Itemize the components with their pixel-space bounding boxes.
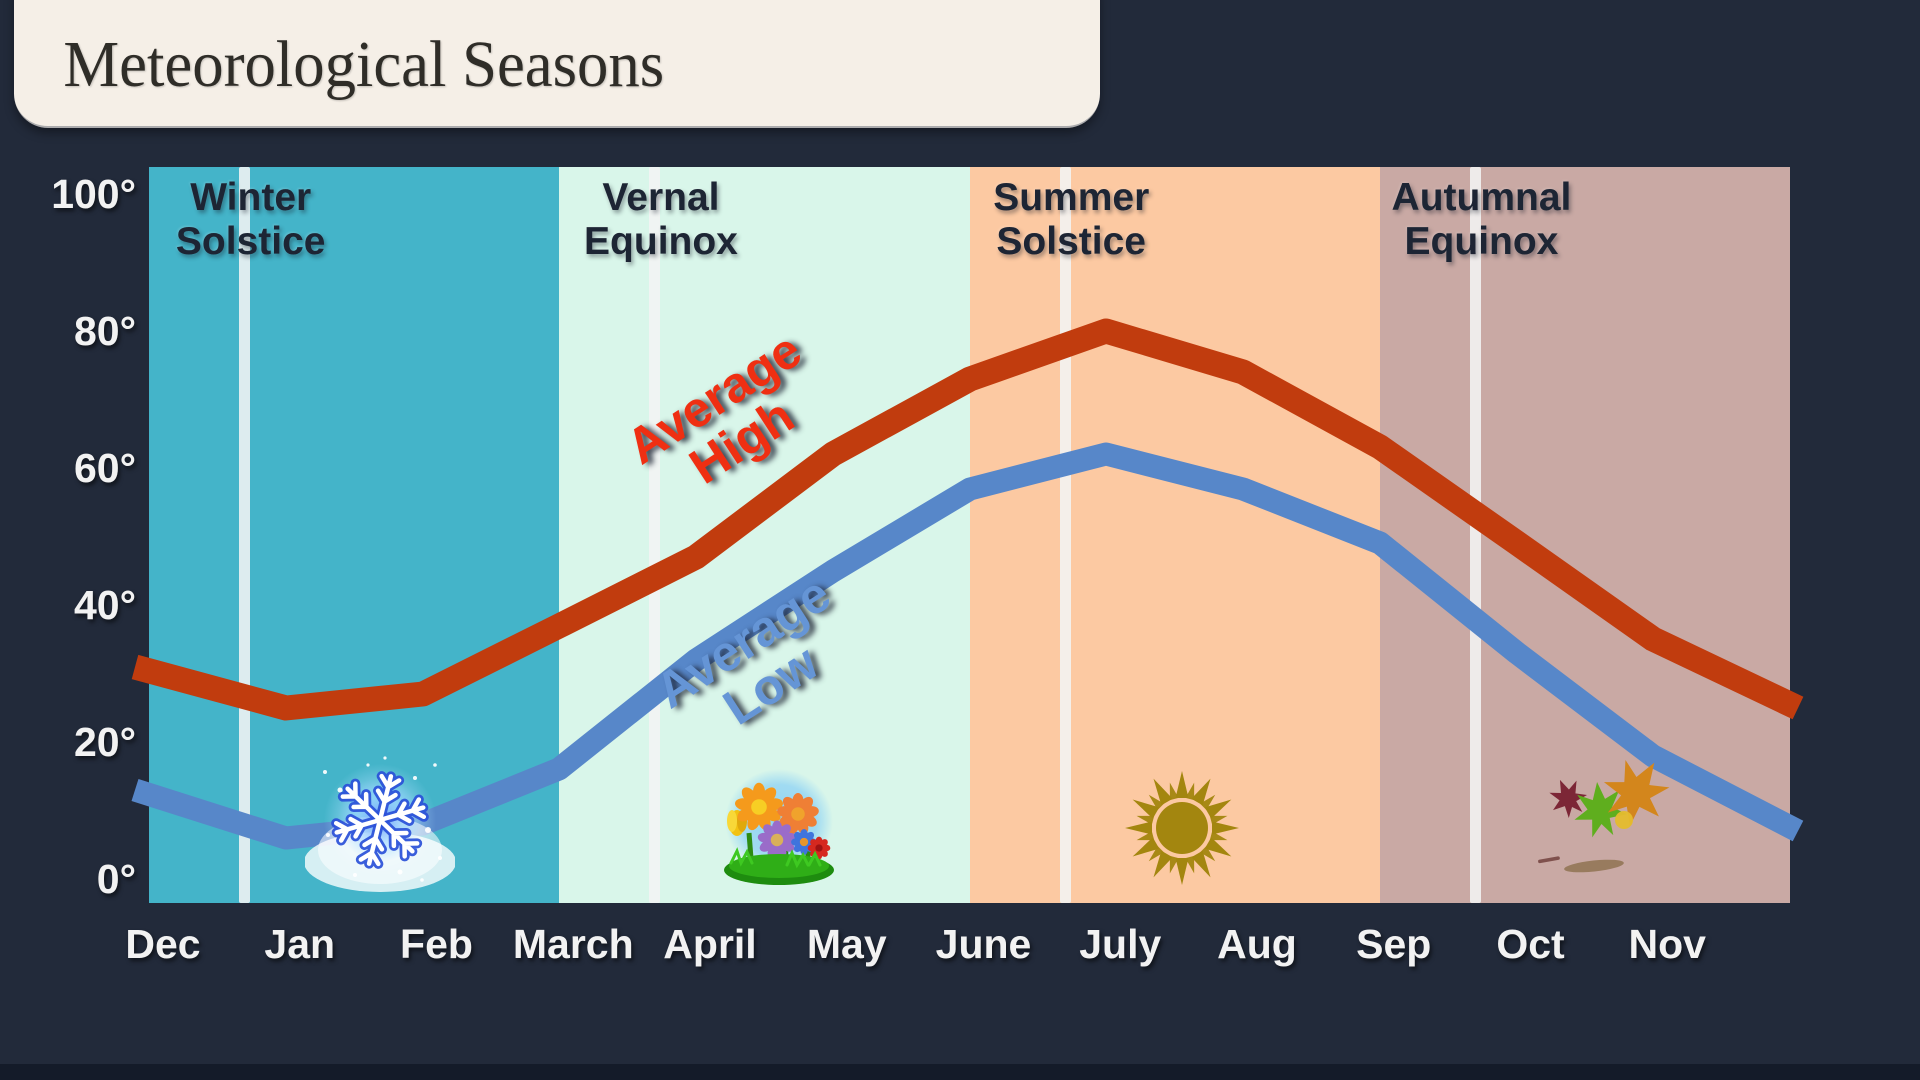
x-tick-march: March (512, 921, 634, 967)
autumnal-equinox-marker-line (1469, 167, 1481, 903)
autumnal-equinox-label: Autumnal Equinox (1311, 176, 1651, 264)
x-tick-aug: Aug (1217, 921, 1297, 967)
y-tick-0: 0° (96, 856, 136, 902)
y-tick-40: 40° (73, 582, 136, 628)
x-tick-april: April (663, 921, 757, 967)
season-label-line2: Equinox (584, 220, 738, 263)
x-tick-jan: Jan (264, 921, 336, 967)
page-title: Meteorological Seasons (63, 28, 665, 101)
x-tick-dec: Dec (125, 921, 201, 967)
season-band-autumn (1379, 167, 1790, 903)
bottom-bar (0, 1064, 1920, 1080)
vernal-equinox-label: Vernal Equinox (491, 176, 831, 264)
x-tick-oct: Oct (1496, 921, 1565, 967)
season-band-winter (149, 167, 560, 903)
season-label-line2: Solstice (996, 220, 1146, 263)
season-label-line1: Vernal (602, 176, 720, 219)
y-tick-80: 80° (73, 308, 136, 354)
season-label-line1: Winter (190, 176, 312, 219)
season-label-line2: Equinox (1404, 220, 1559, 263)
x-tick-sep: Sep (1356, 921, 1432, 967)
summer-solstice-marker-line (1059, 167, 1071, 903)
season-label-line1: Summer (993, 176, 1150, 219)
x-tick-july: July (1079, 921, 1162, 967)
y-tick-20: 20° (73, 719, 136, 765)
x-tick-feb: Feb (400, 921, 473, 967)
summer-solstice-label: Summer Solstice (901, 176, 1241, 264)
season-label-line1: Autumnal (1391, 176, 1572, 219)
x-tick-nov: Nov (1628, 921, 1706, 967)
winter-solstice-marker-line (239, 167, 251, 903)
y-tick-100: 100° (51, 171, 136, 217)
title-card: Meteorological Seasons (14, 0, 1100, 128)
winter-solstice-label: Winter Solstice (81, 176, 421, 264)
x-tick-june: June (935, 921, 1032, 967)
season-label-line2: Solstice (175, 220, 326, 263)
y-tick-60: 60° (73, 445, 136, 491)
x-tick-may: May (806, 921, 887, 967)
season-band-summer (969, 167, 1380, 903)
